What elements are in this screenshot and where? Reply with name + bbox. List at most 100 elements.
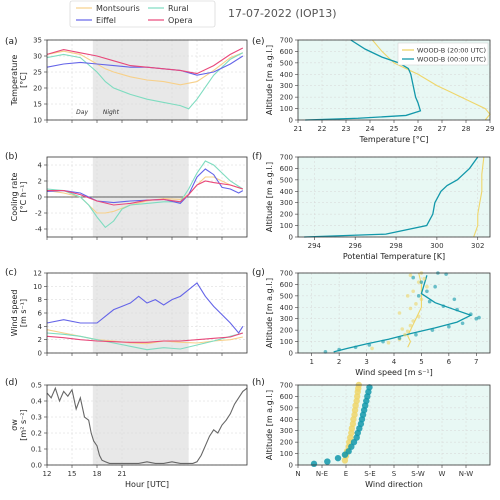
xtick-label-g: 1 bbox=[309, 358, 313, 366]
ytick-label-a: 35 bbox=[33, 37, 42, 45]
scatter-point-g-night bbox=[460, 321, 465, 326]
scatter-point-h-night bbox=[310, 460, 318, 468]
ytick-label-c: 8 bbox=[38, 296, 42, 304]
panel-h: 0 100 200 300 400 500 600 700 N N-E E S-E S S-W W N-W (h… bbox=[252, 378, 491, 489]
ytick-label-b: 4 bbox=[38, 162, 43, 170]
xtick-label-h: N bbox=[295, 470, 300, 478]
plot-area-f bbox=[298, 157, 490, 237]
xtick-label-d: 21 bbox=[118, 470, 127, 478]
series-line-f-wood-b-00-00-utc bbox=[304, 156, 479, 238]
ytick-label-a: 15 bbox=[33, 101, 42, 109]
panel-c: 0 2 4 6 8 10 12 (c) Wind speed [m s⁻¹] bbox=[5, 268, 248, 358]
ytick-label-b: 2 bbox=[38, 178, 42, 186]
panel-label-h: (h) bbox=[252, 378, 265, 388]
xlabel-f: Potential Temperature [K] bbox=[343, 252, 445, 261]
scatter-point-g-night bbox=[353, 345, 358, 350]
scatter-point-g-day bbox=[386, 340, 391, 345]
series-line-f-wood-b-20-00-utc bbox=[473, 156, 485, 238]
ytick-label-g: 700 bbox=[280, 270, 293, 278]
scatter-point-g-night bbox=[419, 280, 424, 284]
scatter-point-g-night bbox=[416, 294, 421, 298]
series-line-e-wood-b-20-00-utc bbox=[371, 39, 491, 121]
date-title: 17-07-2022 (IOP13) bbox=[228, 7, 337, 20]
xtick-label-e: 29 bbox=[486, 125, 495, 133]
ytick-label-b: -2 bbox=[35, 210, 42, 218]
annotation-night: Night bbox=[103, 109, 120, 116]
xtick-label-e: 21 bbox=[294, 125, 303, 133]
xtick-label-e: 26 bbox=[414, 125, 423, 133]
yunit-c: [m s⁻¹] bbox=[19, 299, 28, 327]
ytick-label-f: 300 bbox=[280, 199, 293, 207]
panel-label-c: (c) bbox=[5, 268, 17, 278]
ytick-label-e: 200 bbox=[280, 94, 293, 102]
ylabel-b: Cooling rate bbox=[10, 173, 19, 222]
ylabel-a: Temperature bbox=[10, 55, 19, 107]
scatter-point-g-day bbox=[425, 284, 429, 289]
panel-a: 10 15 20 25 30 35 (a) Temperature [°C] Day Night bbox=[5, 37, 248, 125]
xtick-label-g: 7 bbox=[474, 358, 478, 366]
xtick-label-e: 25 bbox=[390, 125, 399, 133]
ytick-label-e: 100 bbox=[280, 105, 293, 113]
scatter-point-g-night bbox=[367, 343, 372, 347]
ytick-label-d: 0.4 bbox=[31, 398, 43, 406]
ylabel-d: σw bbox=[10, 419, 19, 431]
series-line-c-rural bbox=[46, 332, 243, 351]
xtick-label-f: 300 bbox=[430, 242, 443, 250]
ytick-label-h: 400 bbox=[280, 416, 293, 424]
scatter-point-g-day bbox=[408, 306, 413, 311]
ytick-label-g: 300 bbox=[280, 315, 293, 323]
xtick-label-e: 22 bbox=[318, 125, 327, 133]
yunit-a: [°C] bbox=[19, 72, 28, 88]
ylabel-e: Altitude [m a.g.l.] bbox=[265, 45, 274, 115]
ytick-label-d: 0.1 bbox=[31, 446, 42, 454]
ytick-label-f: 700 bbox=[280, 154, 293, 162]
ylabel-h: Altitude [m a.g.l.] bbox=[265, 390, 274, 460]
frame-h bbox=[297, 384, 491, 466]
ytick-label-c: 0 bbox=[38, 350, 42, 358]
ytick-label-f: 200 bbox=[280, 211, 293, 219]
ytick-label-g: 500 bbox=[280, 292, 293, 300]
frame-c bbox=[46, 272, 248, 354]
xtick-label-f: 298 bbox=[389, 242, 402, 250]
scatter-point-g-day bbox=[422, 276, 426, 281]
scatter-point-g-night bbox=[469, 312, 473, 316]
xtick-label-h: W bbox=[439, 470, 446, 478]
scatter-point-g-night bbox=[411, 275, 416, 280]
ytick-label-a: 25 bbox=[33, 69, 42, 77]
panel-label-f: (f) bbox=[252, 152, 262, 162]
ytick-label-f: 100 bbox=[280, 222, 293, 230]
legend-label-montsouris: Montsouris bbox=[96, 4, 140, 13]
scatter-point-g-day bbox=[370, 346, 374, 351]
ytick-label-f: 500 bbox=[280, 176, 293, 184]
ylabel-f: Altitude [m a.g.l.] bbox=[265, 162, 274, 232]
series-line-b-rural bbox=[46, 160, 244, 229]
ytick-label-f: 400 bbox=[280, 188, 293, 196]
legend-label-opera: Opera bbox=[168, 16, 193, 25]
ytick-label-e: 0 bbox=[289, 117, 293, 125]
scatter-point-g-day bbox=[411, 289, 416, 294]
ytick-label-c: 6 bbox=[38, 310, 43, 318]
scatter-point-g-night bbox=[474, 316, 479, 321]
ytick-label-f: 600 bbox=[280, 165, 293, 173]
scatter-point-g-night bbox=[433, 284, 437, 289]
scatter-point-h-night bbox=[366, 384, 373, 391]
series-line-b-opera bbox=[47, 180, 244, 206]
scatter-point-g-day bbox=[416, 314, 421, 319]
scatter-point-g-day bbox=[416, 280, 421, 284]
scatter-point-g-night bbox=[447, 324, 451, 329]
panel-label-g: (g) bbox=[252, 268, 265, 278]
panel-label-d: (d) bbox=[5, 378, 18, 388]
ytick-label-g: 100 bbox=[280, 338, 293, 346]
xlabel-d: Hour [UTC] bbox=[125, 480, 169, 489]
ytick-label-d: 0.2 bbox=[31, 430, 42, 438]
ytick-label-a: 30 bbox=[33, 53, 42, 61]
xtick-label-f: 302 bbox=[471, 242, 484, 250]
frame-d bbox=[46, 384, 248, 466]
ytick-label-e: 300 bbox=[280, 82, 293, 90]
scatter-point-g-night bbox=[427, 299, 432, 304]
ylabel-c: Wind speed bbox=[10, 290, 19, 337]
xtick-label-h: E bbox=[344, 470, 348, 478]
frame-g bbox=[297, 272, 491, 354]
